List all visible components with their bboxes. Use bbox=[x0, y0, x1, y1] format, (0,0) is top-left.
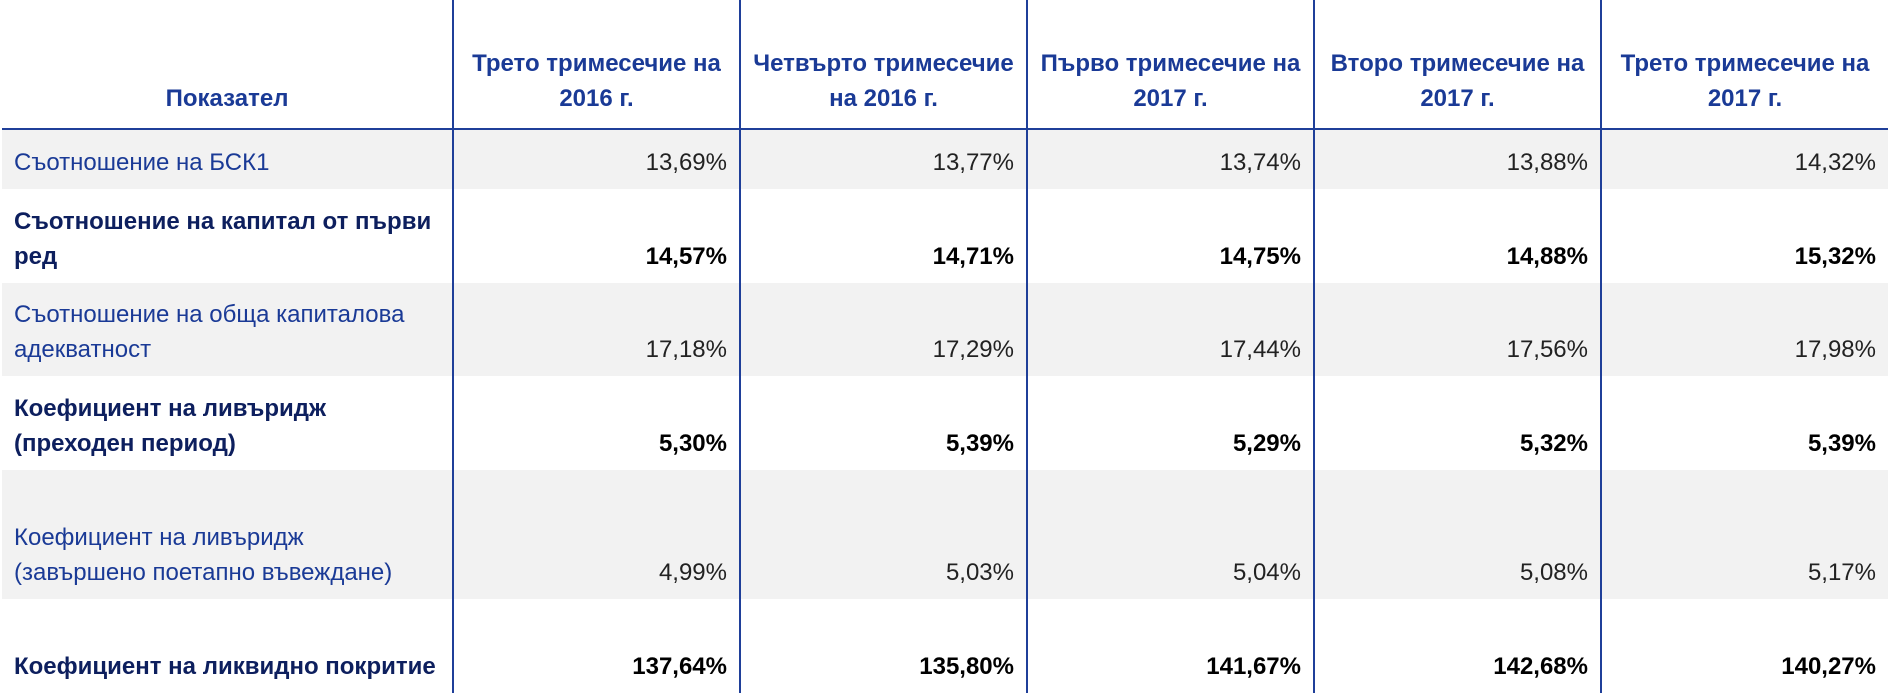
cell-value: 5,39% bbox=[739, 376, 1027, 470]
row-label: Съотношение на капитал от първи ред bbox=[14, 208, 432, 270]
cell-value: 17,44% bbox=[1026, 283, 1314, 376]
column-header: Трето тримесечие на 2016 г. bbox=[452, 0, 740, 130]
cell-value: 13,74% bbox=[1026, 129, 1314, 189]
row-label: Коефициент на ливъридж (завършено поетап… bbox=[2, 470, 453, 599]
table-row: Коефициент на ливъридж (преходен период)… bbox=[2, 376, 1888, 470]
row-label: Съотношение на обща капиталова адекватно… bbox=[2, 283, 453, 376]
column-header: Показател bbox=[2, 0, 453, 130]
column-header: Трето тримесечие на 2017 г. bbox=[1600, 0, 1888, 130]
cell-value: 5,17% bbox=[1600, 470, 1888, 599]
table-row: Съотношение на обща капиталова адекватно… bbox=[2, 283, 1888, 376]
cell-value: 141,67% bbox=[1026, 599, 1314, 693]
cell-value: 15,32% bbox=[1600, 189, 1888, 283]
cell-value: 17,29% bbox=[739, 283, 1027, 376]
cell-value: 5,29% bbox=[1026, 376, 1314, 470]
cell-value: 140,27% bbox=[1600, 599, 1888, 693]
cell-value: 14,32% bbox=[1600, 129, 1888, 189]
cell-value: 5,32% bbox=[1313, 376, 1601, 470]
cell-value: 4,99% bbox=[452, 470, 740, 599]
cell-value: 5,08% bbox=[1313, 470, 1601, 599]
header-row: Показател Трето тримесечие на 2016 г. Четв… bbox=[2, 0, 1888, 130]
cell-value: 17,98% bbox=[1600, 283, 1888, 376]
cell-value: 17,18% bbox=[452, 283, 740, 376]
cell-value: 14,71% bbox=[739, 189, 1027, 283]
column-header: Първо тримесечие на 2017 г. bbox=[1026, 0, 1314, 130]
table-row: Съотношение на капитал от първи ред 14,57… bbox=[2, 189, 1888, 283]
table-row: Коефициент на ливъридж (завършено поетап… bbox=[2, 470, 1888, 599]
cell-value: 5,04% bbox=[1026, 470, 1314, 599]
cell-value: 142,68% bbox=[1313, 599, 1601, 693]
column-header: Четвърто тримесечие на 2016 г. bbox=[739, 0, 1027, 130]
table-row: Коефициент на ликвидно покритие 137,64% 13… bbox=[2, 599, 1888, 693]
cell-value: 14,75% bbox=[1026, 189, 1314, 283]
column-header: Второ тримесечие на 2017 г. bbox=[1313, 0, 1601, 130]
cell-value: 13,69% bbox=[452, 129, 740, 189]
table-body: Съотношение на БСК1 13,69% 13,77% 13,74% 13,… bbox=[2, 129, 1888, 693]
cell-value: 13,88% bbox=[1313, 129, 1601, 189]
cell-value: 5,03% bbox=[739, 470, 1027, 599]
cell-value: 137,64% bbox=[452, 599, 740, 693]
cell-value: 5,39% bbox=[1600, 376, 1888, 470]
cell-value: 135,80% bbox=[739, 599, 1027, 693]
cell-value: 17,56% bbox=[1313, 283, 1601, 376]
cell-value: 5,30% bbox=[452, 376, 740, 470]
cell-value: 14,57% bbox=[452, 189, 740, 283]
row-label: Съотношение на БСК1 bbox=[2, 129, 453, 189]
cell-value: 14,88% bbox=[1313, 189, 1601, 283]
row-label: Коефициент на ликвидно покритие bbox=[14, 653, 436, 680]
row-label: Коефициент на ливъридж (преходен период) bbox=[14, 395, 327, 457]
cell-value: 13,77% bbox=[739, 129, 1027, 189]
table-row: Съотношение на БСК1 13,69% 13,77% 13,74% 13,… bbox=[2, 129, 1888, 189]
